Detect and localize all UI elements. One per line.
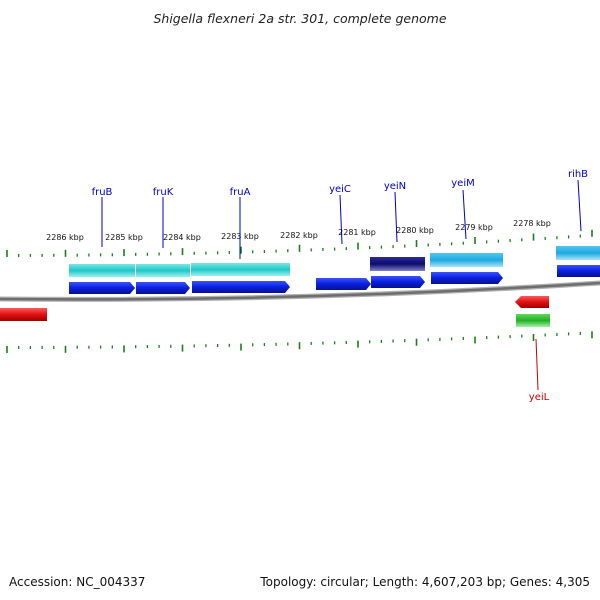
gene-label-fruB[interactable]: fruB <box>92 187 113 198</box>
gene-labels: fruB fruK fruA yeiC yeiN yeiM rihB yeiL <box>92 169 589 403</box>
gene-label-yeiC[interactable]: yeiC <box>329 184 351 195</box>
yeiC-leader <box>339 194 343 245</box>
scale-label: 2285 kbp <box>105 233 143 242</box>
gene-label-rihB[interactable]: rihB <box>568 169 588 180</box>
fruK-cds[interactable] <box>136 282 190 294</box>
scale-label: 2278 kbp <box>513 219 551 228</box>
yeiL-rna[interactable] <box>516 314 550 327</box>
minus-cds-left[interactable] <box>0 308 47 321</box>
fruB-cds[interactable] <box>69 282 135 294</box>
scale-label: 2284 kbp <box>163 233 201 242</box>
rihB-leader <box>577 179 582 232</box>
gene-label-fruA[interactable]: fruA <box>230 187 251 198</box>
genome-summary-text: Topology: circular; Length: 4,607,203 bp… <box>259 575 590 589</box>
genome-backbone-core <box>0 281 600 301</box>
operon-features <box>69 263 290 277</box>
yeiM-feature[interactable] <box>430 253 503 267</box>
scale-ruler-bottom <box>6 331 593 353</box>
cds-plus-strand <box>69 265 600 294</box>
scale-label: 2286 kbp <box>46 233 84 242</box>
yeiM-cds[interactable] <box>431 272 503 284</box>
scale-label: 2281 kbp <box>338 228 376 237</box>
fruA-cds[interactable] <box>192 281 290 293</box>
yeiL-leader <box>535 338 539 391</box>
yeiL-cds[interactable] <box>515 296 549 308</box>
gene-label-yeiM[interactable]: yeiM <box>451 178 474 189</box>
map-title: Shigella flexneri 2a str. 301, complete … <box>153 11 446 26</box>
accession-text: Accession: NC_004337 <box>9 575 145 589</box>
rihB-cds[interactable] <box>557 265 600 277</box>
scale-label: 2279 kbp <box>455 223 493 232</box>
operon-feature[interactable] <box>136 264 190 277</box>
gene-label-fruK[interactable]: fruK <box>153 187 174 198</box>
gene-label-yeiN[interactable]: yeiN <box>384 181 406 192</box>
rihB-feature[interactable] <box>556 246 600 260</box>
scale-label: 2280 kbp <box>396 226 434 235</box>
yeiN-cds[interactable] <box>371 276 425 288</box>
yeiN-feature[interactable] <box>370 257 425 271</box>
gene-label-yeiL[interactable]: yeiL <box>529 392 550 403</box>
operon-feature[interactable] <box>191 263 290 276</box>
yeiN-leader <box>394 191 398 243</box>
yeiC-cds[interactable] <box>316 278 371 290</box>
operon-feature[interactable] <box>69 264 135 277</box>
yeiM-leader <box>462 189 467 240</box>
scale-ruler-top <box>6 229 593 257</box>
gene-leaders <box>101 179 582 391</box>
scale-label: 2282 kbp <box>280 231 318 240</box>
